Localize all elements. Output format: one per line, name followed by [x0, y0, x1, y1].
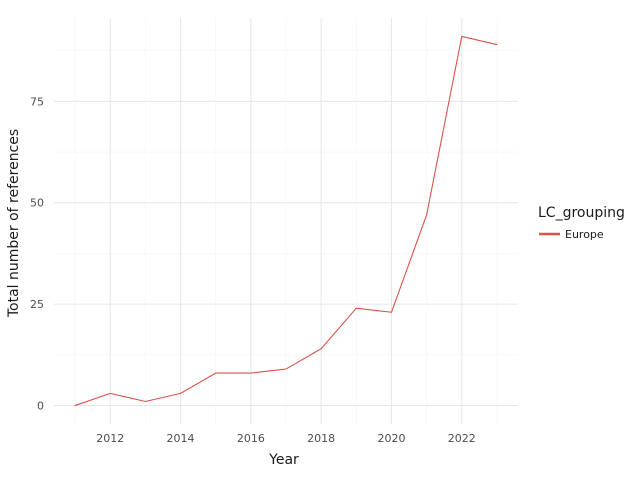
x-tick-label: 2018: [307, 432, 335, 445]
y-tick-label: 25: [30, 298, 44, 311]
x-tick-label: 2016: [237, 432, 265, 445]
legend-label-europe: Europe: [565, 228, 604, 241]
y-axis-title: Total number of references: [6, 129, 22, 318]
y-tick-label: 50: [30, 197, 44, 210]
x-tick-label: 2014: [167, 432, 195, 445]
series-line-europe: [74, 35, 498, 407]
x-tick-label: 2012: [96, 432, 124, 445]
major-gridlines: [54, 18, 518, 424]
x-tick-label: 2022: [448, 432, 476, 445]
y-tick-label: 0: [37, 400, 44, 413]
y-tick-label: 75: [30, 95, 44, 108]
y-axis-tick-labels: 0 25 50 75: [30, 95, 44, 412]
x-axis-title: Year: [268, 452, 299, 468]
legend-title: LC_grouping: [538, 205, 625, 221]
series-layer: [74, 35, 498, 407]
x-axis-tick-labels: 2012 2014 2016 2018 2020 2022: [96, 432, 476, 445]
minor-gridlines: [54, 18, 518, 424]
legend: LC_grouping Europe: [538, 205, 625, 241]
x-tick-label: 2020: [377, 432, 405, 445]
